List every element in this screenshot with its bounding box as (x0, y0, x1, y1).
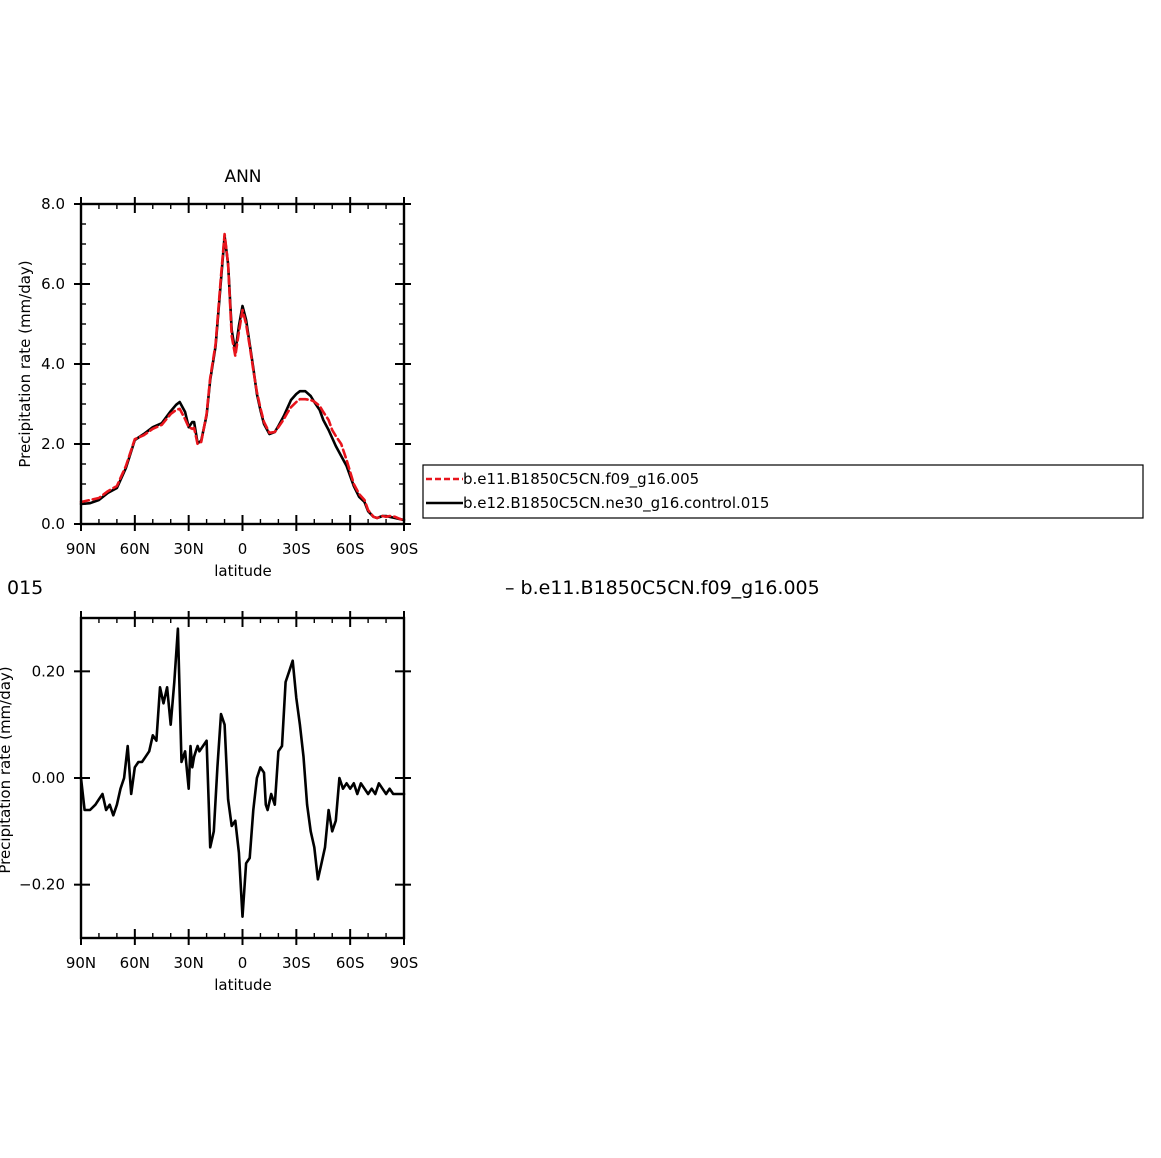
y-tick-label: 0.20 (32, 662, 65, 680)
x-tick-label: 0 (238, 540, 248, 558)
top-y-minor-ticks (81, 203, 404, 525)
legend-item-red: b.e11.B1850C5CN.f09_g16.005 (463, 470, 699, 489)
fragment-right-text: – b.e11.B1850C5CN.f09_g16.005 (505, 577, 820, 599)
top-y-axis-title: Precipitation rate (mm/day) (16, 260, 34, 467)
x-tick-label: 90S (390, 540, 419, 558)
series-line-0-1 (79, 234, 406, 522)
bottom-x-axis-title: latitude (214, 976, 272, 994)
x-tick-label: 60N (120, 954, 150, 972)
legend: b.e11.B1850C5CN.f09_g16.005 b.e12.B1850C… (422, 464, 1144, 519)
x-tick-label: 30S (282, 954, 311, 972)
x-tick-label: 90S (390, 954, 419, 972)
x-tick-label: 90N (66, 540, 96, 558)
top-y-tick-labels: 0.0 2.0 4.0 6.0 8.0 (41, 195, 65, 533)
x-tick-label: 30N (174, 954, 204, 972)
series-line-1-0 (79, 627, 406, 919)
series-line-0-0 (79, 232, 406, 522)
clipped-rotated-label-region: Precipitation rate (mm/day) (0, 666, 14, 873)
x-tick-label: 60N (120, 540, 150, 558)
top-series-lines (79, 232, 406, 522)
x-tick-label: 90N (66, 954, 96, 972)
top-panel: ANN 90N 60N 30N 0 30S 60S 90S 0.02.04.06.08.0 … (16, 167, 418, 580)
top-x-minor-ticks (80, 204, 405, 524)
legend-box (422, 464, 1144, 519)
bottom-y-tick-labels: −0.20 0.00 0.20 (19, 662, 65, 893)
top-plot-frame (79, 202, 406, 526)
y-tick-label: 8.0 (41, 195, 65, 213)
bottom-panel: 90N 60N 30N 0 30S 60S 90S −0.20 0.00 0.20 latitu… (19, 611, 418, 994)
top-x-axis-title: latitude (214, 562, 272, 580)
y-tick-label: 4.0 (41, 355, 65, 373)
fragment-left-text: 015 (7, 577, 43, 599)
y-tick-label: 2.0 (41, 435, 65, 453)
legend-item-black: b.e12.B1850C5CN.ne30_g16.control.015 (463, 494, 769, 513)
x-tick-label: 30S (282, 540, 311, 558)
x-tick-label: 0 (238, 954, 248, 972)
clipped-rotated-label: Precipitation rate (mm/day) (0, 666, 14, 873)
y-tick-label: 0.0 (41, 515, 65, 533)
bottom-x-tick-labels: 90N 60N 30N 0 30S 60S 90S (66, 954, 418, 972)
y-tick-label: 6.0 (41, 275, 65, 293)
x-tick-label: 60S (336, 954, 365, 972)
top-x-tick-labels: 90N 60N 30N 0 30S 60S 90S (66, 540, 418, 558)
y-tick-label: 0.00 (32, 769, 65, 787)
bottom-series-lines (79, 627, 406, 919)
x-tick-label: 30N (174, 540, 204, 558)
top-plot-title: ANN (224, 167, 261, 187)
y-tick-label: −0.20 (19, 876, 65, 894)
bottom-plot-frame (79, 616, 406, 940)
top-major-ticks (74, 197, 411, 531)
x-tick-label: 60S (336, 540, 365, 558)
